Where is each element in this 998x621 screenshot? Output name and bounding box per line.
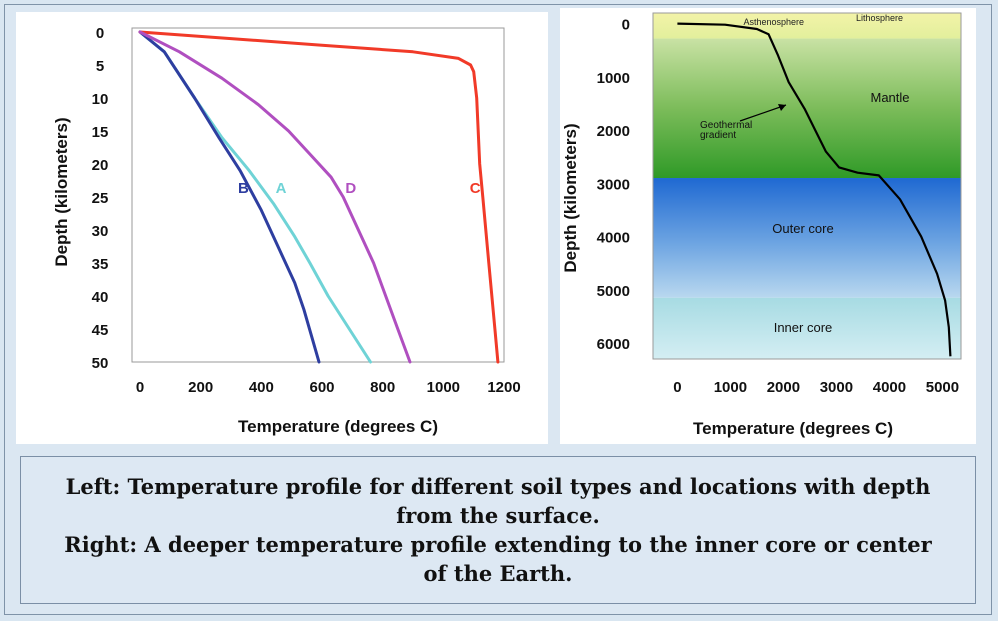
layer-label-mantle: Mantle [870, 90, 909, 105]
left-y-tick-label: 40 [92, 289, 109, 306]
series-label-b: B [238, 180, 249, 197]
annotation-arrow [739, 104, 787, 122]
left-y-axis-label: Depth (kilometers) [52, 117, 71, 266]
right-x-tick-label: 2000 [767, 379, 800, 396]
right-y-tick-label: 0 [622, 17, 630, 34]
series-label-c: C [470, 180, 481, 197]
caption-line-2: from the surface. [396, 503, 600, 528]
left-series-labels: A B C D [238, 180, 481, 197]
annotation-gradient: gradient [700, 130, 736, 141]
left-series-lines [138, 30, 500, 364]
series-line-d [138, 30, 412, 364]
right-y-tick-label: 4000 [597, 230, 630, 247]
geothermal-gradient-line [677, 22, 952, 357]
right-x-tick-label: 3000 [820, 379, 853, 396]
annotation-geothermal: Geothermal [700, 120, 752, 131]
layer-label-inner-core: Inner core [774, 320, 833, 335]
left-y-tick-label: 0 [96, 25, 104, 42]
caption-text: Left: Temperature profile for different … [24, 472, 971, 588]
left-y-tick-label: 5 [96, 58, 104, 75]
series-line-b [138, 30, 321, 364]
left-plot-area [131, 27, 505, 363]
left-y-tick-label: 10 [92, 91, 109, 108]
right-chart: 0 1000 2000 3000 4000 5000 6000 0 1000 2000 3000 4… [561, 12, 962, 438]
layer-band-mantle [653, 38, 961, 179]
right-series-lines [677, 22, 952, 357]
caption-line-3: Right: A deeper temperature profile exte… [64, 532, 932, 557]
caption-box: Left: Temperature profile for different … [20, 456, 976, 604]
layer-label-lithosphere: Lithosphere [856, 13, 903, 23]
annotation-arrowhead [778, 104, 786, 111]
left-x-tick-label: 1000 [427, 379, 460, 396]
right-x-axis-label: Temperature (degrees C) [693, 419, 893, 438]
right-y-tick-label: 5000 [597, 283, 630, 300]
series-label-d: D [345, 180, 356, 197]
right-y-tick-label: 6000 [597, 336, 630, 353]
left-y-tick-label: 50 [92, 355, 109, 372]
right-y-tick-label: 3000 [597, 176, 630, 193]
left-x-tick-label: 400 [249, 379, 274, 396]
left-x-tick-label: 200 [188, 379, 213, 396]
right-y-ticks: 0 1000 2000 3000 4000 5000 6000 [597, 17, 630, 353]
left-y-tick-label: 25 [92, 190, 109, 207]
left-y-tick-label: 30 [92, 223, 109, 240]
layer-label-outer-core: Outer core [772, 221, 833, 236]
left-chart-panel: 0 5 10 15 20 25 30 35 40 45 50 0 200 400 600 800 1000 12… [16, 12, 548, 444]
left-y-tick-label: 45 [92, 322, 109, 339]
right-chart-panel: 0 1000 2000 3000 4000 5000 6000 0 1000 2000 3000 4… [560, 8, 976, 444]
left-y-tick-label: 20 [92, 157, 109, 174]
layer-label-asthenosphere: Asthenosphere [743, 17, 804, 27]
left-y-tick-label: 15 [92, 124, 109, 141]
right-x-tick-label: 1000 [714, 379, 747, 396]
caption-line-4: of the Earth. [423, 561, 573, 586]
right-x-tick-label: 4000 [873, 379, 906, 396]
layer-band-inner-core [653, 297, 961, 359]
left-x-tick-label: 0 [136, 379, 144, 396]
left-x-axis-label: Temperature (degrees C) [238, 417, 438, 436]
right-x-tick-label: 5000 [926, 379, 959, 396]
right-x-tick-label: 0 [673, 379, 681, 396]
left-x-ticks: 0 200 400 600 800 1000 1200 [136, 379, 521, 396]
right-plot-frame [652, 12, 962, 360]
right-x-ticks: 0 1000 2000 3000 4000 5000 [673, 379, 959, 396]
right-y-tick-label: 2000 [597, 123, 630, 140]
left-y-ticks: 0 5 10 15 20 25 30 35 40 45 50 [92, 25, 109, 372]
layer-band-asthenosphere [653, 13, 961, 39]
layer-band-outer-core [653, 178, 961, 298]
right-y-tick-label: 1000 [597, 70, 630, 87]
left-y-tick-label: 35 [92, 256, 109, 273]
caption-line-1: Left: Temperature profile for different … [65, 474, 931, 499]
right-earth-layers [653, 13, 961, 359]
left-x-tick-label: 800 [370, 379, 395, 396]
series-label-a: A [276, 180, 287, 197]
left-chart: 0 5 10 15 20 25 30 35 40 45 50 0 200 400 600 800 1000 12… [52, 25, 521, 436]
left-x-tick-label: 600 [309, 379, 334, 396]
series-line-c [138, 30, 500, 364]
right-y-axis-label: Depth (kilometers) [561, 123, 580, 272]
left-x-tick-label: 1200 [487, 379, 520, 396]
